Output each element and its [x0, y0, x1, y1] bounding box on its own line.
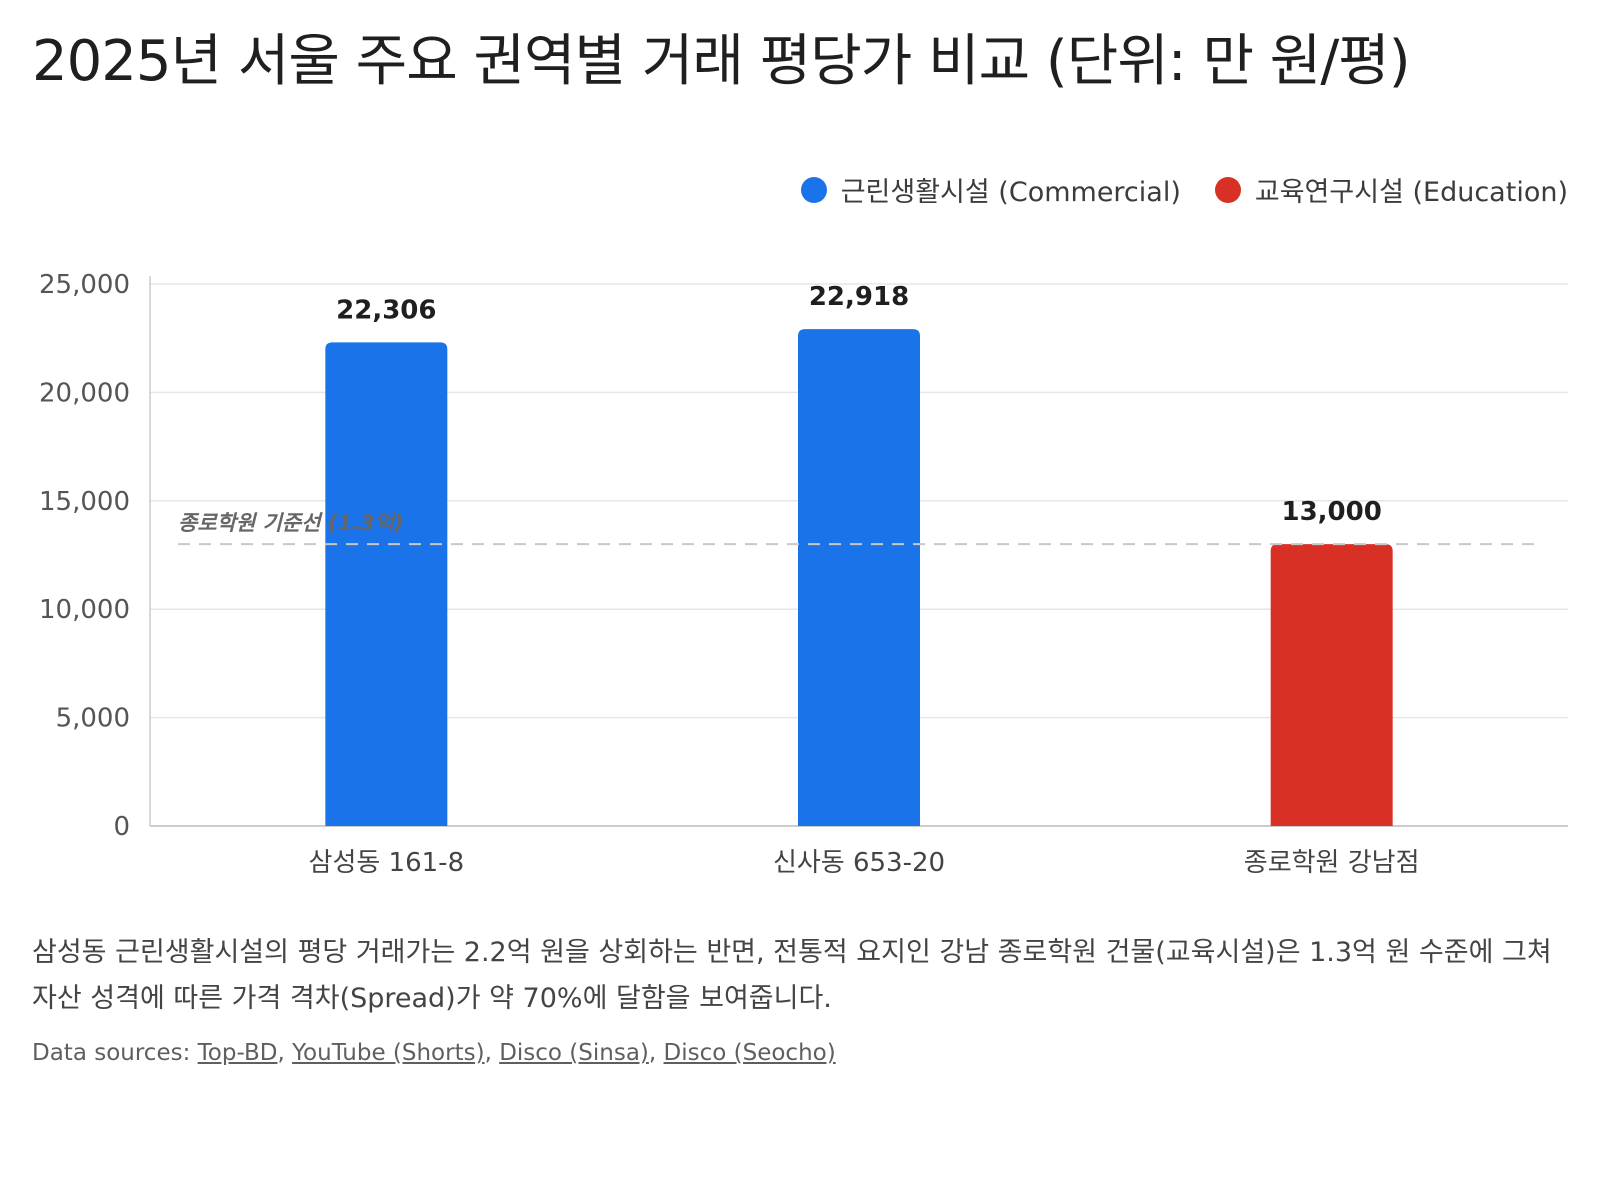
- y-tick-label: 20,000: [39, 378, 130, 408]
- source-link-disco-sinsa[interactable]: Disco (Sinsa): [499, 1040, 649, 1066]
- chart-description: 삼성동 근린생활시설의 평당 거래가는 2.2억 원을 상회하는 반면, 전통적…: [32, 937, 1552, 1014]
- y-tick-label: 10,000: [39, 595, 130, 625]
- legend-dot-commercial: [800, 176, 827, 203]
- y-tick-label: 0: [113, 812, 130, 842]
- legend: 근린생활시설 (Commercial) 교육연구시설 (Education): [800, 170, 1568, 209]
- source-link-disco-seocho[interactable]: Disco (Seocho): [663, 1040, 836, 1066]
- chart-title: 2025년 서울 주요 권역별 거래 평당가 비교 (단위: 만 원/평): [32, 29, 1411, 94]
- y-tick-label: 15,000: [39, 487, 130, 517]
- legend-item-commercial[interactable]: 근린생활시설 (Commercial): [800, 170, 1181, 209]
- data-label: 22,306: [336, 295, 436, 325]
- bar-3: [1270, 544, 1393, 826]
- y-tick-label: 5,000: [56, 704, 130, 734]
- y-tick-label: 25,000: [39, 270, 130, 300]
- legend-label-education: 교육연구시설 (Education): [1254, 177, 1568, 208]
- x-tick-label: 종로학원 강남점: [1244, 848, 1420, 878]
- legend-dot-education: [1214, 176, 1241, 203]
- bar-2: [798, 329, 920, 826]
- bar-chart: 0 5,000 10,000 15,000 20,000 25,000 22,306 삼성동 …: [39, 270, 1568, 878]
- legend-item-education[interactable]: 교육연구시설 (Education): [1214, 170, 1568, 209]
- reference-line-label: 종로학원 기준선 (1.3억): [178, 511, 404, 535]
- data-label: 22,918: [809, 282, 909, 312]
- legend-label-commercial: 근린생활시설 (Commercial): [840, 177, 1181, 208]
- bar-1: [325, 342, 448, 826]
- source-link-top-bd[interactable]: Top-BD: [197, 1040, 278, 1066]
- x-tick-label: 삼성동 161-8: [309, 848, 465, 878]
- data-label: 13,000: [1281, 497, 1381, 527]
- data-sources: Data sources: Top-BD, YouTube (Shorts), …: [32, 1040, 836, 1066]
- sources-prefix: Data sources:: [32, 1040, 198, 1066]
- source-link-youtube[interactable]: YouTube (Shorts): [292, 1040, 485, 1066]
- x-tick-label: 신사동 653-20: [773, 848, 945, 878]
